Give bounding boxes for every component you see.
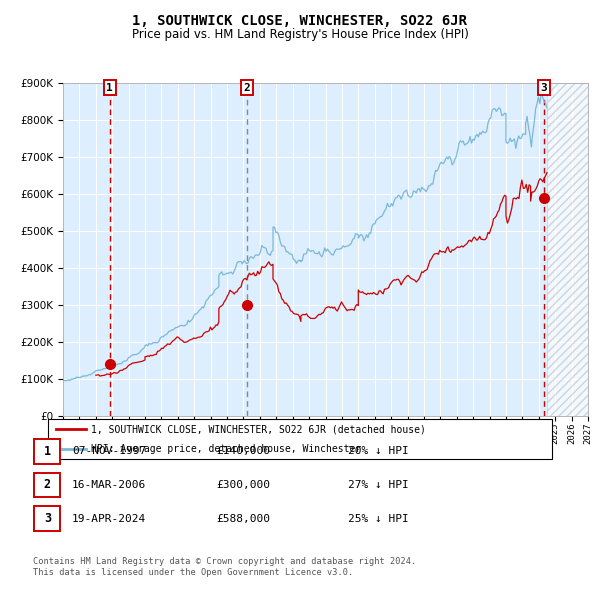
Text: 3: 3 bbox=[541, 83, 547, 93]
Text: 16-MAR-2006: 16-MAR-2006 bbox=[72, 480, 146, 490]
FancyBboxPatch shape bbox=[34, 439, 61, 464]
Text: Price paid vs. HM Land Registry's House Price Index (HPI): Price paid vs. HM Land Registry's House … bbox=[131, 28, 469, 41]
Text: 1, SOUTHWICK CLOSE, WINCHESTER, SO22 6JR (detached house): 1, SOUTHWICK CLOSE, WINCHESTER, SO22 6JR… bbox=[91, 424, 426, 434]
Text: 2: 2 bbox=[44, 478, 51, 491]
Text: 27% ↓ HPI: 27% ↓ HPI bbox=[348, 480, 409, 490]
Text: £140,000: £140,000 bbox=[216, 447, 270, 456]
FancyBboxPatch shape bbox=[48, 419, 552, 459]
Text: 2: 2 bbox=[244, 83, 250, 93]
Bar bbox=[547, 83, 588, 416]
Text: This data is licensed under the Open Government Licence v3.0.: This data is licensed under the Open Gov… bbox=[33, 568, 353, 577]
FancyBboxPatch shape bbox=[34, 506, 61, 531]
Text: 3: 3 bbox=[44, 512, 51, 525]
Text: £588,000: £588,000 bbox=[216, 514, 270, 523]
Text: HPI: Average price, detached house, Winchester: HPI: Average price, detached house, Winc… bbox=[91, 444, 361, 454]
Text: 20% ↓ HPI: 20% ↓ HPI bbox=[348, 447, 409, 456]
Text: 07-NOV-1997: 07-NOV-1997 bbox=[72, 447, 146, 456]
Text: 1: 1 bbox=[106, 83, 113, 93]
Text: 19-APR-2024: 19-APR-2024 bbox=[72, 514, 146, 523]
Text: Contains HM Land Registry data © Crown copyright and database right 2024.: Contains HM Land Registry data © Crown c… bbox=[33, 558, 416, 566]
Text: £300,000: £300,000 bbox=[216, 480, 270, 490]
Text: 1, SOUTHWICK CLOSE, WINCHESTER, SO22 6JR: 1, SOUTHWICK CLOSE, WINCHESTER, SO22 6JR bbox=[133, 14, 467, 28]
Text: 25% ↓ HPI: 25% ↓ HPI bbox=[348, 514, 409, 523]
Text: 1: 1 bbox=[44, 445, 51, 458]
FancyBboxPatch shape bbox=[34, 473, 61, 497]
